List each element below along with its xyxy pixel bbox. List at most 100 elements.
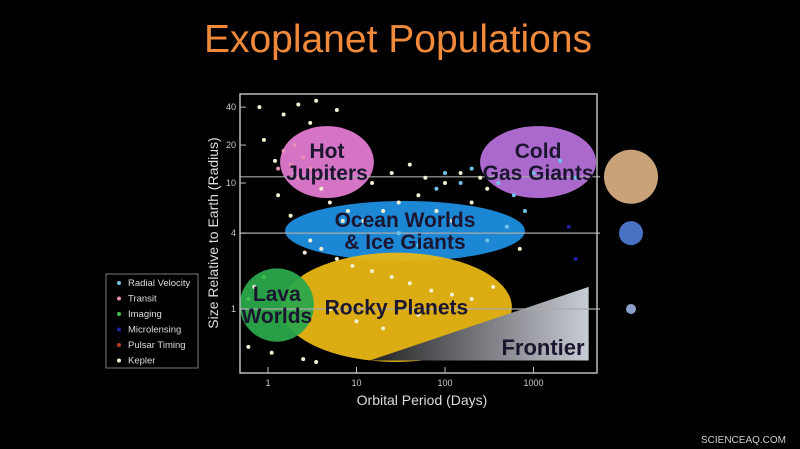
point-kepler (314, 98, 319, 103)
region-frontier (369, 286, 589, 361)
point-radial-velocity (434, 186, 439, 191)
point-kepler (314, 359, 319, 364)
region-lava-worlds (239, 268, 314, 342)
point-kepler (381, 326, 386, 331)
point-kepler (334, 107, 339, 112)
point-kepler (517, 246, 522, 251)
x-axis-label: Orbital Period (Days) (357, 392, 488, 408)
legend-marker (117, 343, 121, 347)
point-kepler (416, 312, 421, 317)
legend-marker (117, 281, 121, 285)
legend-label: Kepler (128, 356, 155, 367)
x-tick-label: 1 (265, 378, 270, 388)
point-kepler (273, 158, 278, 163)
axes: 1 10 100 1000 1 4 10 20 40 (226, 102, 544, 388)
point-kepler (450, 292, 455, 297)
point-kepler (389, 274, 394, 279)
y-tick-label: 1 (231, 304, 236, 314)
neptune-image (619, 221, 643, 246)
region-label: Jupiters (286, 162, 368, 185)
point-kepler (407, 162, 412, 167)
point-kepler (308, 120, 313, 125)
point-kepler (423, 175, 428, 180)
point-kepler (276, 193, 281, 198)
point-kepler (478, 175, 483, 180)
x-tick-label: 10 (351, 378, 361, 388)
point-kepler (246, 344, 251, 349)
region-label: Worlds (241, 305, 312, 328)
point-kepler (252, 284, 257, 289)
legend-marker (117, 327, 121, 332)
point-kepler (292, 171, 297, 176)
point-radial-velocity (504, 224, 509, 229)
point-microlensing (566, 224, 571, 229)
point-kepler (370, 181, 375, 185)
legend-label: Pulsar Timing (128, 340, 186, 351)
point-imaging (261, 274, 266, 279)
x-tick-label: 1000 (523, 378, 543, 388)
point-kepler (381, 208, 386, 213)
region-label: Hot (309, 140, 344, 163)
point-kepler (327, 200, 332, 205)
region-label: Gas Giants (483, 162, 594, 185)
point-kepler (491, 284, 496, 289)
x-tick-label: 100 (437, 378, 452, 388)
point-kepler (485, 186, 490, 191)
point-radial-velocity (469, 166, 474, 171)
region-label: Cold (515, 140, 562, 163)
region-ocean-worlds-ice-giants (285, 200, 525, 262)
legend-label: Imaging (128, 309, 162, 320)
legend-marker (117, 312, 121, 316)
point-kepler (345, 208, 350, 213)
point-kepler (301, 357, 306, 362)
y-tick-label: 40 (226, 102, 236, 112)
point-kepler (281, 112, 286, 117)
point-radial-velocity (511, 193, 516, 198)
point-microlensing (573, 256, 578, 261)
point-kepler (389, 171, 394, 176)
point-kepler (469, 297, 474, 302)
watermark: SCIENCEAQ.COM (701, 435, 786, 446)
point-kepler (429, 288, 434, 293)
point-radial-velocity (485, 238, 490, 243)
point-kepler (288, 213, 293, 218)
legend-box (105, 273, 199, 369)
region-label: Ocean Worlds (335, 209, 476, 232)
point-kepler (443, 181, 447, 185)
point-kepler (350, 263, 355, 268)
legend-label: Microlensing (128, 325, 181, 336)
legend-marker (117, 296, 121, 301)
jupiter-image (604, 149, 658, 204)
region-label: & Ice Giants (344, 231, 465, 254)
point-radial-velocity (396, 231, 401, 236)
point-radial-velocity (416, 243, 421, 248)
point-transit (308, 166, 313, 171)
region-label: Lava (253, 283, 301, 306)
point-kepler (458, 171, 463, 176)
legend: Radial Velocity Transit Imaging Microlensin… (105, 273, 199, 369)
point-kepler (257, 105, 262, 110)
region-label: Rocky Planets (325, 296, 469, 319)
point-radial-velocity (458, 181, 463, 185)
y-tick-label: 4 (231, 228, 236, 238)
region-label: Frontier (501, 335, 585, 360)
legend-label: Radial Velocity (128, 278, 191, 289)
point-transit (276, 166, 281, 171)
point-radial-velocity (573, 175, 578, 180)
data-points (246, 98, 578, 364)
legend-marker (117, 358, 121, 363)
chart-title: Exoplanet Populations (204, 18, 592, 61)
point-kepler (319, 246, 324, 251)
point-radial-velocity (522, 208, 527, 213)
legend-label: Transit (128, 294, 157, 305)
point-kepler (354, 319, 359, 324)
point-radial-velocity (531, 171, 536, 176)
y-tick-label: 10 (226, 178, 236, 188)
point-kepler (308, 238, 313, 243)
point-kepler (340, 218, 345, 223)
point-kepler (269, 350, 274, 355)
point-kepler (296, 102, 301, 107)
point-radial-velocity (496, 181, 501, 185)
